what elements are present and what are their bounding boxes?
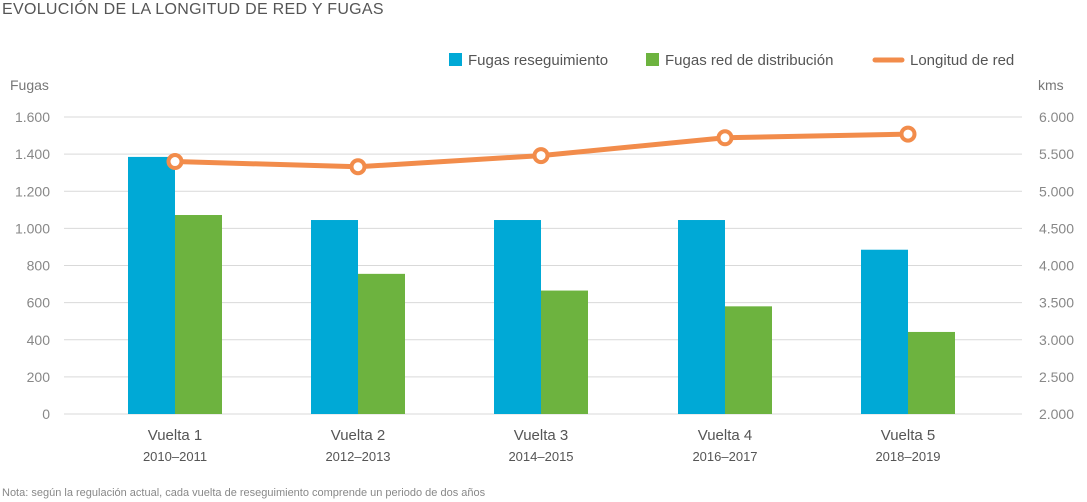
y-left-tick-label: 400 (27, 332, 51, 348)
y-left-tick-label: 1.000 (15, 220, 50, 236)
point-longitud-de-red-2 (349, 158, 367, 176)
bar-fugas-red-distribucion-1 (175, 215, 222, 414)
y-right-tick-label: 4.500 (1039, 220, 1074, 236)
category-label: Vuelta 1 (148, 427, 203, 444)
y-left-tick-label: 1.200 (15, 183, 50, 199)
category-label: Vuelta 3 (514, 427, 569, 444)
y-axis-left-ticks: 0 200 400 600 800 1.000 1.200 1.400 1.600 (15, 109, 50, 422)
y-right-tick-label: 3.000 (1039, 332, 1074, 348)
bar-fugas-red-distribucion-5 (908, 331, 955, 414)
category-labels: Vuelta 1 2010–2011 Vuelta 2 2012–2013 Vuelta… (143, 427, 941, 464)
chart-title: EVOLUCIÓN DE LA LONGITUD DE RED Y FUGAS (2, 0, 384, 18)
y-left-tick-label: 600 (27, 295, 51, 311)
category-label: Vuelta 2 (331, 427, 386, 444)
y-left-tick-label: 200 (27, 369, 51, 385)
legend-label-fugas-red-distribucion: Fugas red de distribución (665, 52, 833, 69)
legend: Fugas reseguimiento Fugas red de distrib… (449, 52, 1014, 69)
bar-fugas-reseguimiento-3 (494, 220, 541, 414)
category-period-label: 2014–2015 (508, 449, 573, 464)
category-period-label: 2010–2011 (143, 449, 207, 464)
point-longitud-de-red-1 (166, 153, 184, 171)
category-label: Vuelta 5 (881, 427, 936, 444)
y-right-tick-label: 4.000 (1039, 258, 1074, 274)
legend-swatch-fugas-red-distribucion (646, 53, 659, 66)
y-left-tick-label: 800 (27, 258, 51, 274)
y-right-tick-label: 2.500 (1039, 369, 1074, 385)
y-left-tick-label: 0 (42, 406, 50, 422)
bar-fugas-reseguimiento-2 (311, 220, 358, 414)
footnote: Nota: según la regulación actual, cada v… (2, 487, 486, 499)
point-longitud-de-red-4 (716, 129, 734, 147)
y-right-tick-label: 6.000 (1039, 109, 1074, 125)
category-period-label: 2012–2013 (325, 449, 390, 464)
line-series (166, 125, 917, 176)
y-right-tick-label: 3.500 (1039, 295, 1074, 311)
point-longitud-de-red-5 (899, 125, 917, 143)
bar-fugas-reseguimiento-4 (678, 220, 725, 414)
y-left-tick-label: 1.400 (15, 146, 50, 162)
bar-fugas-reseguimiento-1 (128, 156, 175, 415)
bars (128, 156, 955, 415)
category-period-label: 2018–2019 (875, 449, 940, 464)
y-right-tick-label: 2.000 (1039, 406, 1074, 422)
y-axis-left-title: Fugas (10, 77, 49, 93)
bar-fugas-red-distribucion-4 (725, 306, 772, 414)
y-right-tick-label: 5.500 (1039, 146, 1074, 162)
category-label: Vuelta 4 (698, 427, 753, 444)
y-left-tick-label: 1.600 (15, 109, 50, 125)
bar-fugas-red-distribucion-2 (358, 273, 405, 414)
bar-fugas-reseguimiento-5 (861, 249, 908, 414)
point-longitud-de-red-3 (532, 147, 550, 165)
y-right-tick-label: 5.000 (1039, 183, 1074, 199)
legend-label-longitud-de-red: Longitud de red (910, 52, 1014, 69)
bar-fugas-red-distribucion-3 (541, 290, 588, 414)
legend-label-fugas-reseguimiento: Fugas reseguimiento (468, 52, 608, 69)
category-period-label: 2016–2017 (692, 449, 757, 464)
y-axis-right-ticks: 2.000 2.500 3.000 3.500 4.000 4.500 5.000 5.500… (1039, 109, 1074, 422)
legend-swatch-fugas-reseguimiento (449, 53, 462, 66)
y-axis-right-title: kms (1038, 77, 1064, 93)
